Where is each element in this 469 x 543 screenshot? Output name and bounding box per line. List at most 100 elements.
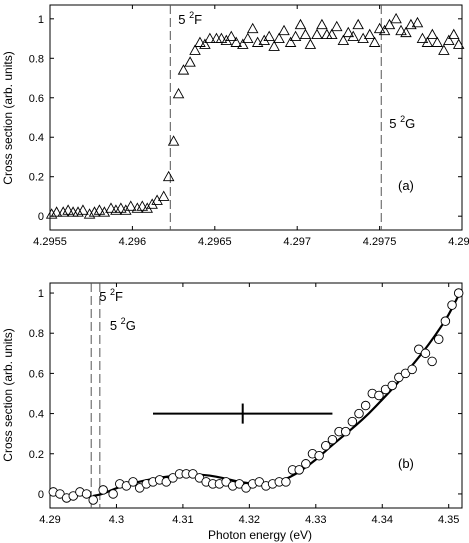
panel-a: 4.2955 4.296 4.2965 4.297 4.2975 4.298 0 0.2 0.4… — [1, 4, 469, 248]
data-point — [321, 440, 331, 451]
data-point — [184, 56, 196, 67]
y-axis-label-a: Cross section (arb. units) — [1, 51, 15, 184]
state-label: 5 2G — [389, 114, 415, 131]
data-point — [124, 200, 137, 211]
data-point — [167, 135, 180, 146]
y-tick-label: 1 — [38, 14, 44, 26]
data-point — [284, 36, 297, 47]
data-point — [225, 30, 238, 42]
data-point — [281, 477, 291, 487]
data-point — [194, 36, 206, 47]
data-point — [352, 18, 364, 30]
data-points-b — [48, 288, 464, 505]
x-tick-label: 4.298 — [448, 236, 469, 248]
data-point — [131, 202, 144, 213]
data-point — [453, 288, 464, 298]
data-point — [440, 316, 451, 326]
data-point — [172, 87, 185, 99]
data-point — [230, 36, 242, 47]
data-point — [416, 32, 429, 44]
axis-ticks-b: 4.29 4.3 4.31 4.32 4.33 4.34 4.35 0 0.2 0.4 0.6 0.8… — [29, 283, 462, 526]
y-axis-label-b: Cross section (arb. units) — [1, 328, 15, 461]
data-point — [373, 22, 386, 34]
x-tick-label: 4.34 — [372, 514, 393, 526]
data-point — [447, 28, 460, 40]
x-tick-label: 4.2975 — [363, 236, 397, 248]
data-point — [395, 24, 407, 36]
data-point — [72, 206, 84, 217]
data-point — [108, 489, 118, 499]
data-point — [77, 204, 89, 215]
data-point — [136, 200, 149, 211]
data-point — [301, 459, 311, 469]
data-point — [443, 34, 455, 45]
panel-label-a: (a) — [398, 178, 414, 193]
panel-b: 4.29 4.3 4.31 4.32 4.33 4.34 4.35 0 0.2 0.4 0.6 0.8… — [1, 282, 464, 542]
data-point — [321, 28, 333, 40]
data-point — [199, 38, 211, 49]
reference-lines-a — [169, 5, 382, 230]
data-point — [431, 36, 444, 47]
data-point — [93, 204, 106, 215]
data-point — [45, 208, 58, 219]
plot-frame-b — [49, 282, 463, 509]
data-point — [326, 28, 338, 40]
data-point — [50, 206, 63, 217]
data-point — [316, 18, 328, 30]
data-point — [151, 194, 163, 205]
data-point — [177, 64, 190, 75]
data-point — [88, 495, 98, 505]
data-point — [263, 30, 275, 42]
y-tick-label: 0.6 — [29, 93, 44, 105]
y-tick-label: 0.2 — [29, 172, 44, 184]
plot-frame-a — [49, 4, 463, 231]
y-tick-label: 1 — [38, 288, 44, 300]
x-tick-label: 4.31 — [172, 514, 193, 526]
y-tick-label: 0.8 — [29, 328, 44, 340]
data-point — [378, 24, 391, 36]
data-points-a — [45, 12, 465, 219]
annotations-b: 5 2F 5 2G — [99, 287, 136, 333]
x-tick-label: 4.297 — [283, 236, 311, 248]
data-point — [387, 380, 397, 391]
data-point — [347, 30, 359, 42]
data-point — [237, 38, 249, 49]
x-tick-label: 4.2965 — [198, 236, 232, 248]
data-point — [110, 204, 122, 215]
data-point — [407, 364, 417, 375]
data-point — [438, 44, 450, 55]
axis-ticks-a: 4.2955 4.296 4.2965 4.297 4.2975 4.298 0 0.2 0.4… — [29, 5, 469, 248]
data-point — [304, 38, 317, 49]
error-bar — [153, 403, 333, 424]
annotations-a: 5 2F 5 2G — [178, 10, 415, 131]
x-tick-label: 4.2955 — [33, 236, 67, 248]
data-point — [337, 34, 350, 45]
data-point — [426, 28, 439, 40]
data-point — [447, 300, 457, 310]
data-point — [314, 451, 324, 461]
reference-lines-b — [90, 283, 101, 508]
x-tick-label: 4.32 — [239, 514, 260, 526]
data-point — [374, 390, 384, 401]
data-point — [411, 16, 424, 28]
data-point — [368, 36, 381, 47]
data-point — [278, 24, 290, 36]
data-point — [246, 22, 259, 34]
data-point — [146, 198, 158, 209]
state-label: 5 2F — [178, 10, 202, 27]
y-tick-label: 0.2 — [29, 449, 44, 461]
y-tick-label: 0 — [38, 211, 44, 223]
data-point — [347, 416, 358, 427]
data-point — [128, 477, 138, 487]
data-point — [357, 32, 369, 44]
data-point — [294, 18, 307, 30]
data-point — [427, 356, 437, 367]
data-point — [420, 348, 431, 359]
data-point — [383, 18, 396, 30]
data-point — [57, 206, 69, 217]
x-tick-label: 4.33 — [305, 514, 326, 526]
data-point — [421, 36, 434, 47]
data-point — [162, 170, 175, 182]
data-point — [363, 28, 376, 40]
